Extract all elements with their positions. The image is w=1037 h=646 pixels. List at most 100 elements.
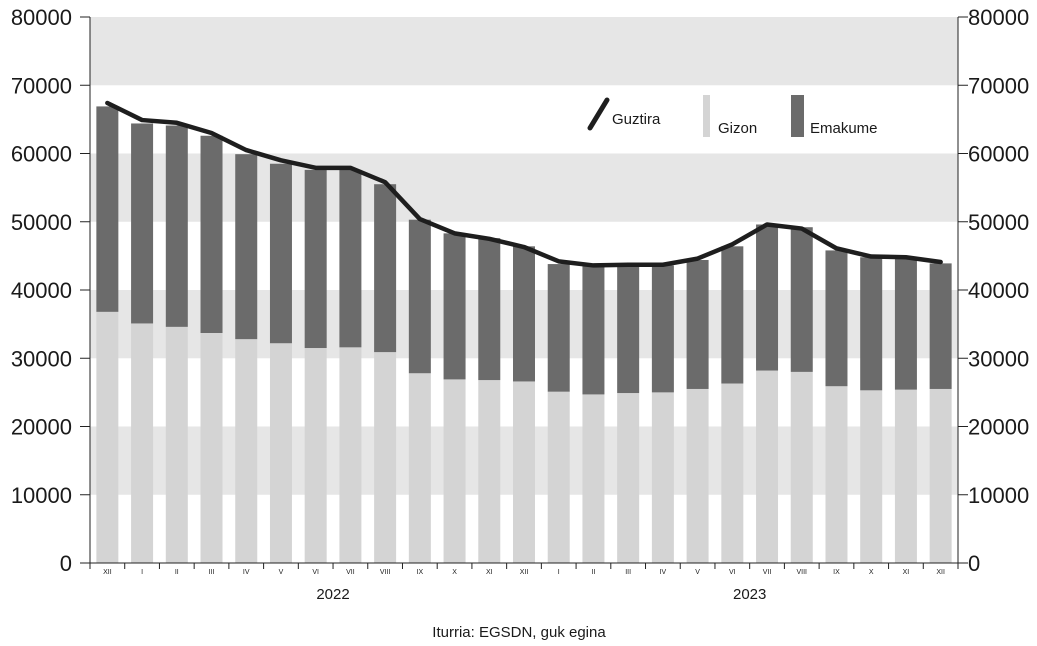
x-tick-label: XII (520, 569, 529, 576)
line-guztira (105, 100, 943, 268)
bar-emakume (651, 265, 674, 393)
year-label: 2023 (733, 586, 766, 603)
y-tick-label-right: 20000 (968, 415, 1029, 440)
x-tick-label: VI (729, 569, 736, 576)
bar-gizon (825, 386, 848, 563)
y-axis-right-labels: 0 10000 20000 30000 40000 50000 60000 70000 8000… (968, 5, 1029, 576)
x-tick-label: VI (312, 569, 319, 576)
bar-emakume (790, 227, 813, 372)
bar-emakume (374, 184, 397, 353)
legend-guztira-label: Guztira (612, 111, 661, 128)
bar-emakume (617, 264, 640, 394)
bar-emakume (269, 163, 292, 344)
x-tick-label: XII (103, 569, 112, 576)
y-tick-label-right: 0 (968, 551, 980, 576)
bar-emakume (825, 250, 848, 387)
x-tick-label: IX (417, 569, 424, 576)
bar-gizon (790, 371, 813, 563)
bar-gizon (304, 348, 327, 563)
y-tick-label-left: 10000 (11, 483, 72, 508)
bar-gizon (929, 388, 952, 563)
x-tick-label: XI (486, 569, 493, 576)
bar-gizon (617, 393, 640, 563)
y-tick-label-left: 70000 (11, 73, 72, 98)
bar-gizon (513, 381, 535, 563)
y-tick-label-left: 40000 (11, 278, 72, 303)
y-tick-label-left: 50000 (11, 210, 72, 235)
x-tick-label: V (695, 569, 700, 576)
bar-emakume (894, 257, 917, 390)
y-tick-label-right: 40000 (968, 278, 1029, 303)
bar-gizon (131, 323, 154, 563)
x-tick-label: X (869, 569, 874, 576)
bar-gizon (478, 380, 501, 563)
y-tick-label-right: 80000 (968, 5, 1029, 30)
bar-gizon (894, 389, 917, 563)
y-tick-label-right: 50000 (968, 210, 1029, 235)
bar-gizon (860, 390, 883, 563)
bar-gizon (686, 388, 709, 563)
y-tick-label-left: 60000 (11, 142, 72, 167)
bar-emakume (721, 246, 744, 384)
bar-emakume (860, 257, 883, 391)
bar-emakume (582, 266, 605, 395)
bar-emakume (200, 135, 223, 333)
legend-emakume-swatch (791, 95, 804, 137)
x-tick-label: V (279, 569, 284, 576)
grid-band (90, 153, 958, 222)
legend-gizon-label: Gizon (718, 120, 757, 137)
bar-gizon (165, 326, 188, 563)
bar-emakume (304, 169, 327, 349)
x-tick-label: IX (833, 569, 840, 576)
y-tick-label-right: 30000 (968, 346, 1029, 371)
bar-emakume (235, 154, 258, 340)
year-labels: 2022 2023 (316, 586, 766, 603)
source-note: Iturria: EGSDN, guk egina (432, 624, 606, 641)
x-tick-label: XII (936, 569, 945, 576)
bar-emakume (339, 169, 362, 348)
x-tick-label: III (209, 569, 215, 576)
x-tick-label: XI (903, 569, 910, 576)
x-tick-label: II (591, 569, 595, 576)
bars-group (96, 106, 952, 563)
bar-gizon (408, 373, 431, 563)
x-tick-label: IV (243, 569, 250, 576)
y-tick-label-right: 60000 (968, 142, 1029, 167)
bar-emakume (96, 106, 119, 312)
bar-gizon (756, 370, 779, 563)
y-tick-label-left: 20000 (11, 415, 72, 440)
bar-emakume (478, 238, 501, 381)
bar-gizon (235, 339, 258, 563)
bar-gizon (339, 347, 362, 563)
legend: Guztira Gizon Emakume (587, 95, 878, 137)
bar-emakume (513, 246, 535, 382)
bar-gizon (582, 394, 605, 563)
bar-emakume (929, 263, 952, 389)
bar-emakume (408, 219, 431, 374)
x-tick-label: III (625, 569, 631, 576)
total-line-group (105, 100, 943, 268)
bar-gizon (269, 343, 292, 563)
y-tick-label-right: 10000 (968, 483, 1029, 508)
x-tick-label: IV (660, 569, 667, 576)
y-axis-left-labels: 0 10000 20000 30000 40000 50000 60000 70000 8000… (11, 5, 72, 576)
y-tick-label-right: 70000 (968, 73, 1029, 98)
legend-gizon-swatch (703, 95, 710, 137)
x-axis-labels: XII I II III IV V VI VII VIII IX X XI XII I II III IV V VI… (103, 569, 945, 576)
x-tick-label: I (558, 569, 560, 576)
axes-group (80, 16, 968, 569)
legend-emakume-label: Emakume (810, 120, 878, 137)
y-tick-label-left: 30000 (11, 346, 72, 371)
y-tick-label-left: 80000 (11, 5, 72, 30)
bar-gizon (443, 379, 466, 563)
bar-emakume (443, 233, 466, 380)
bar-emakume (756, 224, 779, 371)
x-tick-label: VII (763, 569, 772, 576)
bar-gizon (651, 392, 674, 563)
bar-emakume (547, 264, 570, 392)
bar-gizon (547, 391, 570, 563)
x-tick-label: X (452, 569, 457, 576)
year-label: 2022 (316, 586, 349, 603)
x-tick-label: VII (346, 569, 355, 576)
